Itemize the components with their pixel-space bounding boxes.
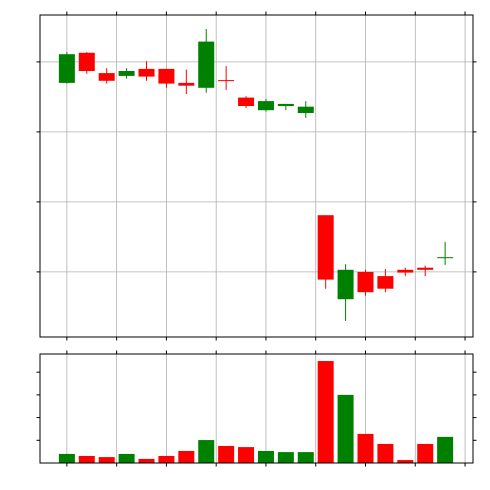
candle-body xyxy=(158,68,175,84)
candle-body xyxy=(257,101,274,111)
candle-body xyxy=(78,52,95,71)
volume-bar xyxy=(297,452,314,463)
volume-bar xyxy=(158,455,175,463)
candle-body xyxy=(437,257,454,259)
candle-body xyxy=(138,68,155,77)
volume-bar xyxy=(417,443,434,463)
volume-bar xyxy=(277,452,294,463)
candle-body xyxy=(297,106,314,113)
candle-body xyxy=(178,82,195,86)
volume-bar xyxy=(337,394,354,463)
volume-bar xyxy=(257,450,274,463)
volume-bar xyxy=(198,440,215,463)
candle-body xyxy=(417,267,434,270)
candle-body xyxy=(118,71,135,76)
volume-bar xyxy=(118,453,135,463)
candle-body xyxy=(377,276,394,289)
volume-bar xyxy=(397,460,414,463)
volume-bar xyxy=(218,445,235,463)
candle-body xyxy=(198,41,215,88)
volume-bar xyxy=(98,457,115,463)
candle-body xyxy=(337,269,354,300)
volume-bar xyxy=(58,453,75,463)
plot-frame xyxy=(39,14,474,338)
candle-body xyxy=(58,54,75,83)
volume-bar xyxy=(437,436,454,463)
volume-bar xyxy=(238,447,255,463)
volume-bar xyxy=(377,443,394,463)
volume-bar xyxy=(78,455,95,463)
volume-bar xyxy=(178,450,195,463)
candle-body xyxy=(277,103,294,106)
candle-body xyxy=(218,80,235,82)
candle-body xyxy=(98,73,115,81)
candle-body xyxy=(357,271,374,293)
candle-body xyxy=(397,269,414,273)
volume-bar xyxy=(357,433,374,463)
volume-bar xyxy=(138,458,155,463)
candle-body xyxy=(317,215,334,280)
candle-body xyxy=(238,97,255,106)
volume-bar xyxy=(317,361,334,463)
plot-frame xyxy=(39,353,474,464)
